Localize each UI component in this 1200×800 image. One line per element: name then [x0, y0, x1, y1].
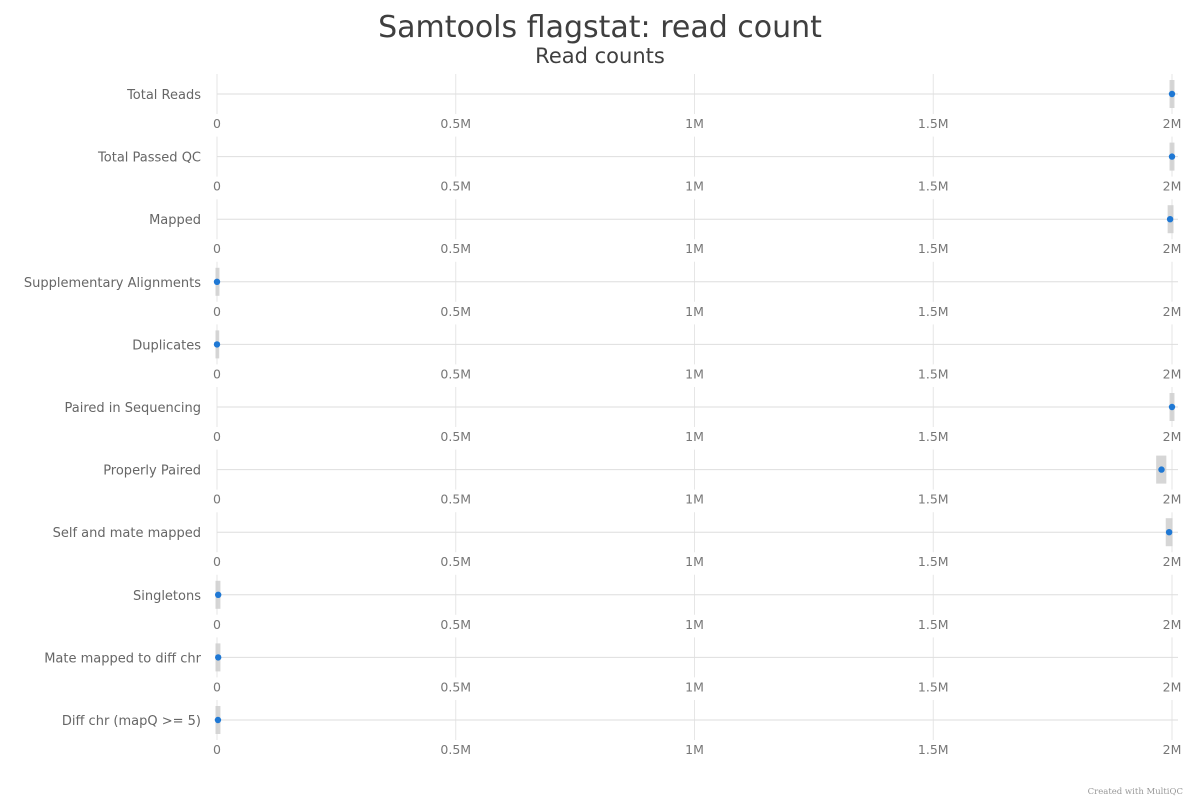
tick-label: 1M — [685, 679, 704, 694]
row-label: Diff chr (mapQ >= 5) — [62, 714, 201, 729]
row-2: Mapped 0 0.5M 1M 1.5M 2M — [149, 199, 1181, 256]
tick-label: 0 — [213, 116, 221, 131]
row-label: Singletons — [133, 589, 201, 604]
row-label: Mate mapped to diff chr — [44, 651, 201, 666]
tick-label: 2M — [1163, 554, 1182, 569]
tick-label: 1.5M — [918, 742, 949, 757]
data-point — [1158, 466, 1165, 473]
tick-label: 0.5M — [440, 742, 471, 757]
tick-label: 1.5M — [918, 241, 949, 256]
tick-label: 0.5M — [440, 241, 471, 256]
row-0: Total Reads 0 0.5M 1M 1.5M 2M — [126, 74, 1181, 131]
tick-label: 1.5M — [918, 679, 949, 694]
tick-label: 0 — [213, 679, 221, 694]
tick-label: 1M — [685, 554, 704, 569]
row-label: Self and mate mapped — [53, 526, 201, 541]
tick-label: 1M — [685, 116, 704, 131]
tick-label: 2M — [1163, 429, 1182, 444]
tick-label: 1M — [685, 742, 704, 757]
data-point — [213, 341, 221, 348]
data-point — [214, 654, 222, 661]
tick-label: 1M — [685, 429, 704, 444]
tick-label: 1M — [685, 179, 704, 194]
tick-label: 0.5M — [440, 554, 471, 569]
tick-label: 0.5M — [440, 617, 471, 632]
tick-label: 0.5M — [440, 679, 471, 694]
chart-subtitle: Read counts — [535, 44, 665, 68]
tick-label: 2M — [1163, 116, 1182, 131]
tick-label: 2M — [1163, 366, 1182, 381]
tick-label: 2M — [1163, 241, 1182, 256]
tick-label: 2M — [1163, 179, 1182, 194]
row-8: Singletons 0 0.5M 1M 1.5M 2M — [133, 574, 1182, 632]
tick-label: 0.5M — [440, 429, 471, 444]
data-point — [1168, 403, 1176, 411]
tick-label: 1M — [685, 617, 704, 632]
row-label: Supplementary Alignments — [24, 276, 201, 291]
tick-label: 0 — [213, 617, 221, 632]
data-point — [1168, 153, 1176, 160]
tick-label: 0.5M — [440, 179, 471, 194]
row-10: Diff chr (mapQ >= 5) 0 0.5M 1M 1.5M 2M — [62, 700, 1182, 757]
tick-label: 0 — [213, 241, 221, 256]
row-3: Supplementary Alignments 0 0.5M 1M 1.5M 2M — [24, 261, 1182, 319]
tick-label: 0 — [213, 554, 221, 569]
row-label: Total Reads — [126, 88, 201, 103]
tick-label: 0 — [213, 492, 221, 507]
tick-label: 2M — [1163, 679, 1182, 694]
row-7: Self and mate mapped 0 0.5M 1M 1.5M 2M — [53, 512, 1182, 569]
tick-label: 1M — [685, 366, 704, 381]
data-point — [213, 278, 221, 285]
tick-label: 1.5M — [918, 492, 949, 507]
data-point — [214, 716, 222, 724]
tick-label: 0.5M — [440, 366, 471, 381]
tick-label: 2M — [1163, 304, 1182, 319]
tick-label: 0 — [213, 429, 221, 444]
tick-label: 1.5M — [918, 116, 949, 131]
tick-label: 0 — [213, 366, 221, 381]
chart-rows: Total Reads 0 0.5M 1M 1.5M 2M Total Passed QC 0… — [24, 74, 1182, 757]
tick-label: 1M — [685, 241, 704, 256]
row-label: Properly Paired — [103, 464, 201, 479]
row-label: Duplicates — [132, 338, 201, 353]
tick-label: 1M — [685, 304, 704, 319]
tick-label: 1.5M — [918, 554, 949, 569]
tick-label: 0.5M — [440, 116, 471, 131]
data-point — [214, 591, 222, 598]
row-5: Paired in Sequencing 0 0.5M 1M 1.5M 2M — [65, 387, 1182, 444]
row-label: Total Passed QC — [97, 151, 201, 166]
data-point — [1165, 529, 1173, 536]
tick-label: 2M — [1163, 617, 1182, 632]
tick-label: 1.5M — [918, 617, 949, 632]
multiqc-credit: Created with MultiQC — [1088, 787, 1183, 797]
tick-label: 0.5M — [440, 492, 471, 507]
tick-label: 0 — [213, 742, 221, 757]
tick-label: 0.5M — [440, 304, 471, 319]
tick-label: 0 — [213, 179, 221, 194]
row-label: Mapped — [149, 213, 201, 228]
tick-label: 1.5M — [918, 366, 949, 381]
tick-label: 0 — [213, 304, 221, 319]
tick-label: 2M — [1163, 742, 1182, 757]
data-point — [1166, 216, 1174, 223]
row-6: Properly Paired 0 0.5M 1M 1.5M 2M — [103, 449, 1182, 507]
chart-title: Samtools flagstat: read count — [378, 10, 822, 45]
tick-label: 2M — [1163, 492, 1182, 507]
tick-label: 1.5M — [918, 179, 949, 194]
row-9: Mate mapped to diff chr 0 0.5M 1M 1.5M 2M — [44, 637, 1181, 694]
row-label: Paired in Sequencing — [65, 401, 202, 416]
tick-label: 1M — [685, 492, 704, 507]
row-1: Total Passed QC 0 0.5M 1M 1.5M 2M — [97, 136, 1182, 194]
tick-label: 1.5M — [918, 304, 949, 319]
tick-label: 1.5M — [918, 429, 949, 444]
data-point — [1168, 90, 1176, 98]
row-4: Duplicates 0 0.5M 1M 1.5M 2M — [132, 324, 1181, 381]
